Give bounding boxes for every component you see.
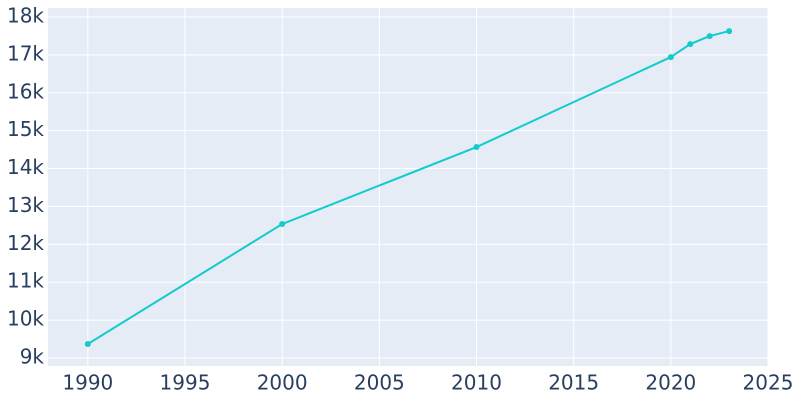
y-tick-label: 16k [7, 79, 44, 103]
point [726, 28, 733, 35]
point [667, 54, 674, 61]
y-tick-label: 14k [7, 155, 44, 179]
x-tick-label: 2015 [548, 371, 599, 395]
point [473, 144, 480, 151]
y-tick-label: 17k [7, 41, 44, 65]
y-tick-label: 10k [7, 307, 44, 331]
y-tick-label: 18k [7, 3, 44, 27]
point [706, 33, 713, 40]
y-tick-label: 11k [7, 269, 44, 293]
y-tick-label: 15k [7, 117, 44, 141]
point [279, 221, 286, 228]
point [687, 41, 694, 48]
x-tick-label: 2005 [354, 371, 405, 395]
y-tick-label: 13k [7, 193, 44, 217]
x-tick-label: 2020 [645, 371, 696, 395]
x-tick-label: 2000 [257, 371, 308, 395]
y-tick-label: 9k [20, 345, 45, 369]
x-tick-label: 2010 [451, 371, 502, 395]
x-tick-label: 1995 [160, 371, 211, 395]
y-tick-label: 12k [7, 231, 44, 255]
x-tick-label: 2025 [743, 371, 794, 395]
point [84, 341, 91, 348]
x-tick-label: 1990 [62, 371, 113, 395]
